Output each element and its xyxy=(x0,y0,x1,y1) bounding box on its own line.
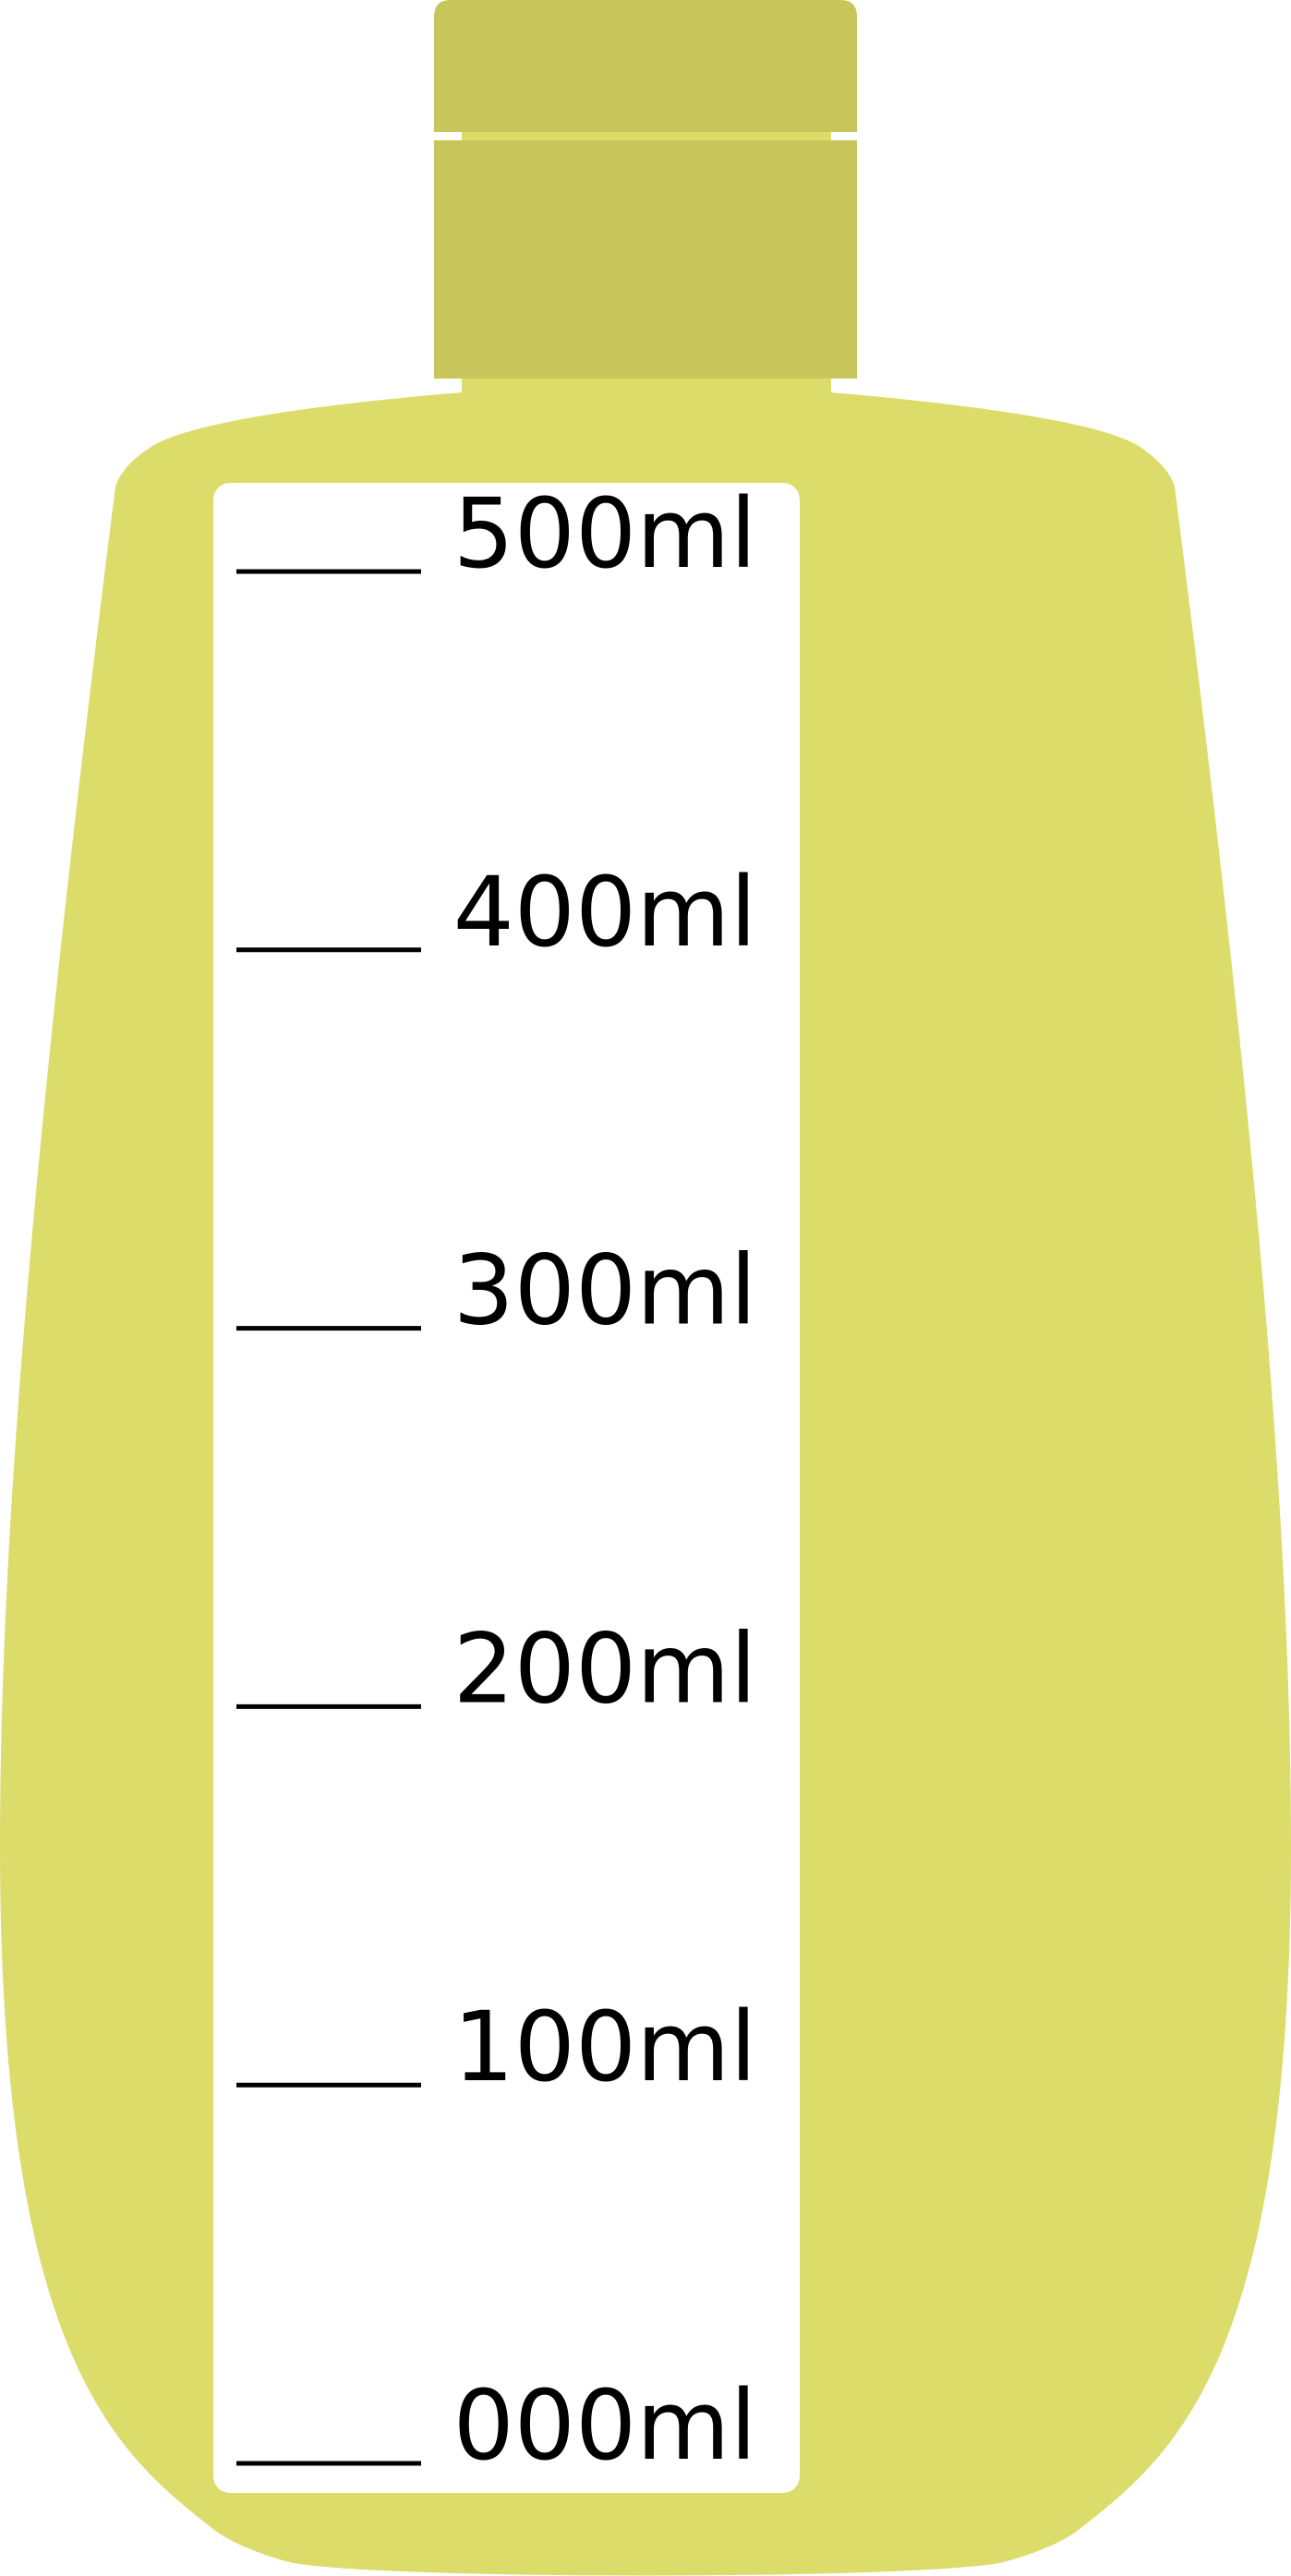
scale-label-500: 500ml xyxy=(453,477,757,590)
bottle-cap-top xyxy=(434,0,857,132)
scale-label-0: 000ml xyxy=(453,2369,757,2482)
scale-label-100: 100ml xyxy=(453,1991,757,2103)
bottle-cap-bottom xyxy=(434,140,857,379)
scale-label-400: 400ml xyxy=(453,856,757,969)
scale-label-300: 300ml xyxy=(453,1234,757,1347)
measurement-panel xyxy=(213,483,800,2493)
scale-label-200: 200ml xyxy=(453,1612,757,1725)
measurement-scale: 500ml 400ml 300ml 200ml 100ml 000ml xyxy=(236,477,756,2482)
